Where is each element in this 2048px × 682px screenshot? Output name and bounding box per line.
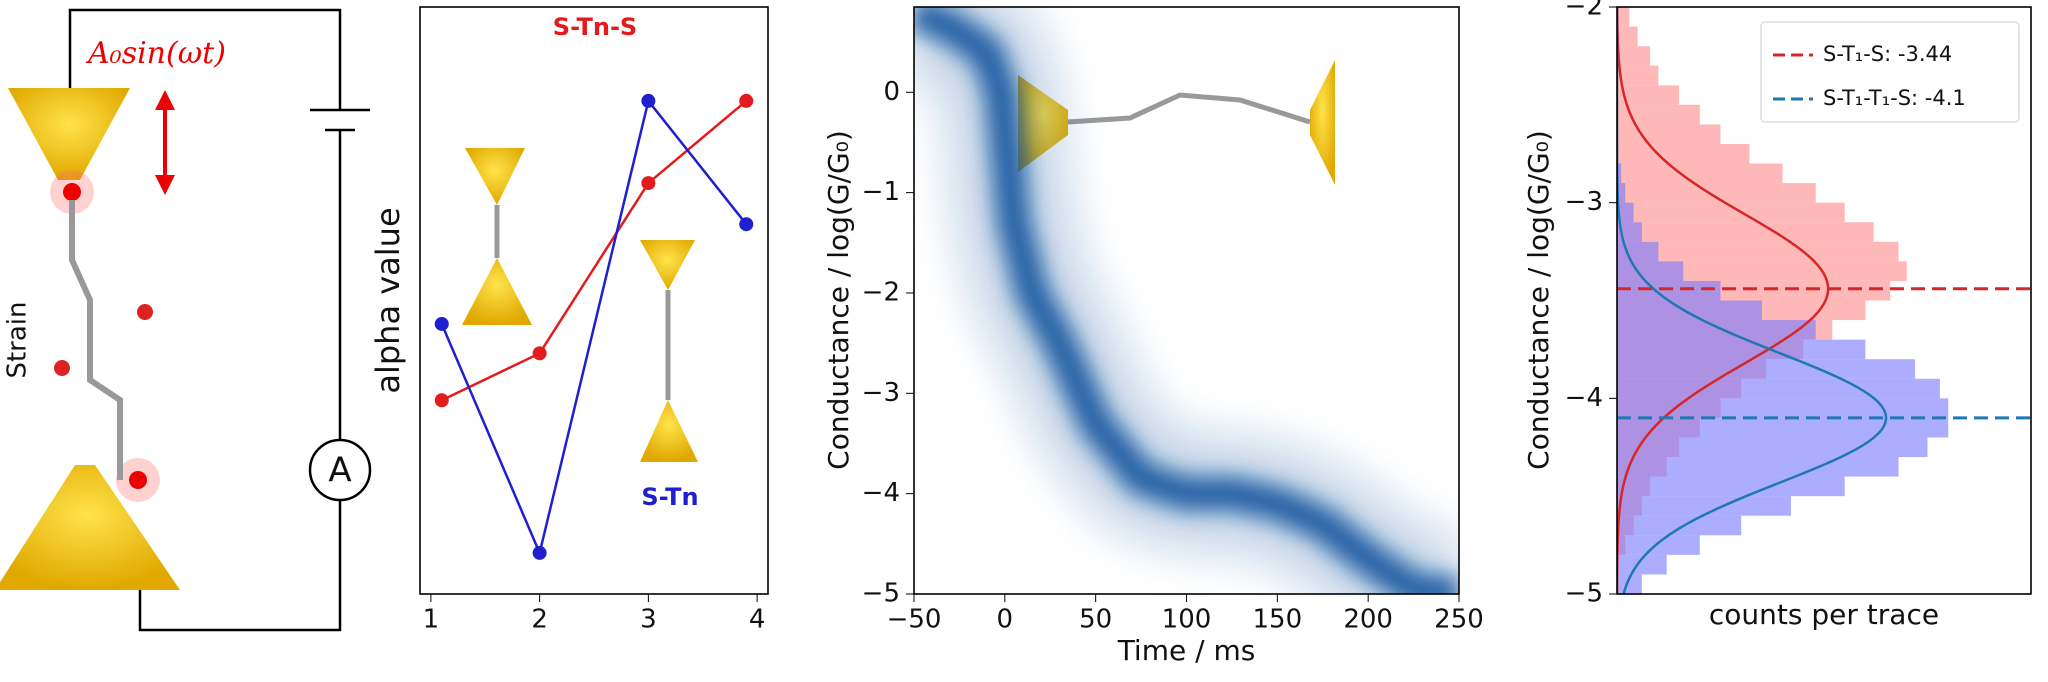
legend-box bbox=[1760, 21, 2020, 123]
hist-bar bbox=[1617, 124, 1721, 144]
hist-bar bbox=[1617, 554, 1667, 575]
hist-bar bbox=[1617, 437, 1928, 458]
y-tick-label: −3 bbox=[862, 378, 900, 408]
y-axis-label: Conductance / log(G/G₀) bbox=[1522, 130, 1555, 470]
y-tick-label: −1 bbox=[862, 177, 900, 207]
hist-bar bbox=[1617, 574, 1642, 594]
hist-bar bbox=[1617, 261, 1907, 281]
x-tick-label: 3 bbox=[640, 605, 657, 635]
hist-bar bbox=[1617, 7, 1630, 27]
hist-bar bbox=[1617, 163, 1622, 184]
hist-bar bbox=[1617, 241, 1659, 262]
excitation-label: A₀sin(ωt) bbox=[85, 36, 226, 71]
x-axis-label: counts per trace bbox=[1709, 598, 1939, 631]
hist-bar bbox=[1617, 222, 1874, 242]
hist-bar bbox=[1617, 46, 1651, 66]
point bbox=[641, 93, 656, 108]
hist-bar bbox=[1617, 104, 1700, 125]
hist-bar bbox=[1617, 202, 1845, 223]
x-tick-label: 150 bbox=[1253, 605, 1303, 635]
hist-bar bbox=[1617, 300, 1762, 321]
x-tick-label: 50 bbox=[1079, 605, 1112, 635]
y-tick-label: −4 bbox=[862, 478, 900, 508]
axes-frame bbox=[419, 6, 769, 595]
y-tick-label: −3 bbox=[1565, 187, 1603, 217]
hist-bar bbox=[1617, 378, 1940, 399]
axes-frame bbox=[913, 6, 1460, 595]
series-line bbox=[441, 99, 748, 402]
x-tick-label: 200 bbox=[1343, 605, 1393, 635]
point bbox=[532, 545, 547, 560]
junction-schematic: A A₀sin(ωt) Strain bbox=[0, 8, 372, 632]
hist-bar bbox=[1617, 417, 1949, 438]
ammeter-label: A bbox=[328, 451, 351, 491]
x-tick-label: 4 bbox=[749, 605, 766, 635]
x-tick-label: 250 bbox=[1434, 605, 1484, 635]
y-tick-label: −2 bbox=[1565, 0, 1603, 22]
hist-bar bbox=[1617, 476, 1845, 497]
y-axis-label: alpha value bbox=[369, 207, 407, 393]
x-tick-label: 1 bbox=[423, 605, 440, 635]
hist-bar bbox=[1617, 183, 1626, 203]
histogram-layer bbox=[1617, 7, 1949, 594]
y-tick-label: 0 bbox=[883, 77, 900, 107]
hist-bar bbox=[1617, 398, 1949, 418]
x-tick-label: 2 bbox=[531, 605, 548, 635]
x-tick-label: 0 bbox=[997, 605, 1014, 635]
point bbox=[739, 217, 754, 232]
legend-label: S-T₁-S: -3.44 bbox=[1823, 42, 1952, 66]
gaussian-fit bbox=[1617, 7, 1888, 594]
hist-bar bbox=[1617, 65, 1659, 86]
hist-bar bbox=[1617, 496, 1791, 516]
hist-bar bbox=[1617, 515, 1742, 536]
point bbox=[434, 316, 449, 331]
x-tick-label: 100 bbox=[1162, 605, 1212, 635]
strain-label: Strain bbox=[3, 301, 33, 378]
x-axis-label: Time / ms bbox=[1117, 634, 1256, 667]
hist-bar bbox=[1617, 26, 1638, 47]
hist-bar bbox=[1617, 85, 1680, 105]
hist-bar bbox=[1617, 241, 1899, 262]
hist-bar bbox=[1617, 261, 1684, 281]
y-tick-label: −4 bbox=[1565, 383, 1603, 413]
hist-bar bbox=[1617, 163, 1783, 184]
hist-bar bbox=[1617, 320, 1816, 340]
y-tick-label: −2 bbox=[862, 277, 900, 307]
point bbox=[434, 393, 449, 408]
series-label: S-Tn bbox=[641, 483, 698, 511]
series-label: S-Tn-S bbox=[553, 13, 637, 41]
hist-bar bbox=[1617, 280, 1721, 301]
point bbox=[641, 176, 656, 191]
x-tick-label: −50 bbox=[887, 605, 942, 635]
hist-bar bbox=[1617, 143, 1750, 164]
hist-bar bbox=[1617, 183, 1816, 203]
hist-bar bbox=[1617, 202, 1634, 223]
point bbox=[532, 346, 547, 361]
series-line bbox=[440, 98, 748, 557]
gaussian-fit bbox=[1617, 7, 1830, 594]
density-ridge bbox=[914, 7, 1459, 594]
hist-bar bbox=[1617, 535, 1700, 555]
y-tick-label: −5 bbox=[862, 579, 900, 609]
y-tick-label: −5 bbox=[1565, 579, 1603, 609]
legend-label: S-T₁-T₁-S: -4.1 bbox=[1823, 86, 1966, 110]
hist-bar bbox=[1617, 339, 1866, 360]
point bbox=[739, 93, 754, 108]
y-axis-label: Conductance / log(G/G₀) bbox=[822, 130, 855, 470]
density-layer bbox=[914, 7, 1459, 594]
hist-bar bbox=[1617, 359, 1916, 379]
hist-bar bbox=[1617, 457, 1899, 477]
axes-frame bbox=[1616, 6, 2032, 595]
